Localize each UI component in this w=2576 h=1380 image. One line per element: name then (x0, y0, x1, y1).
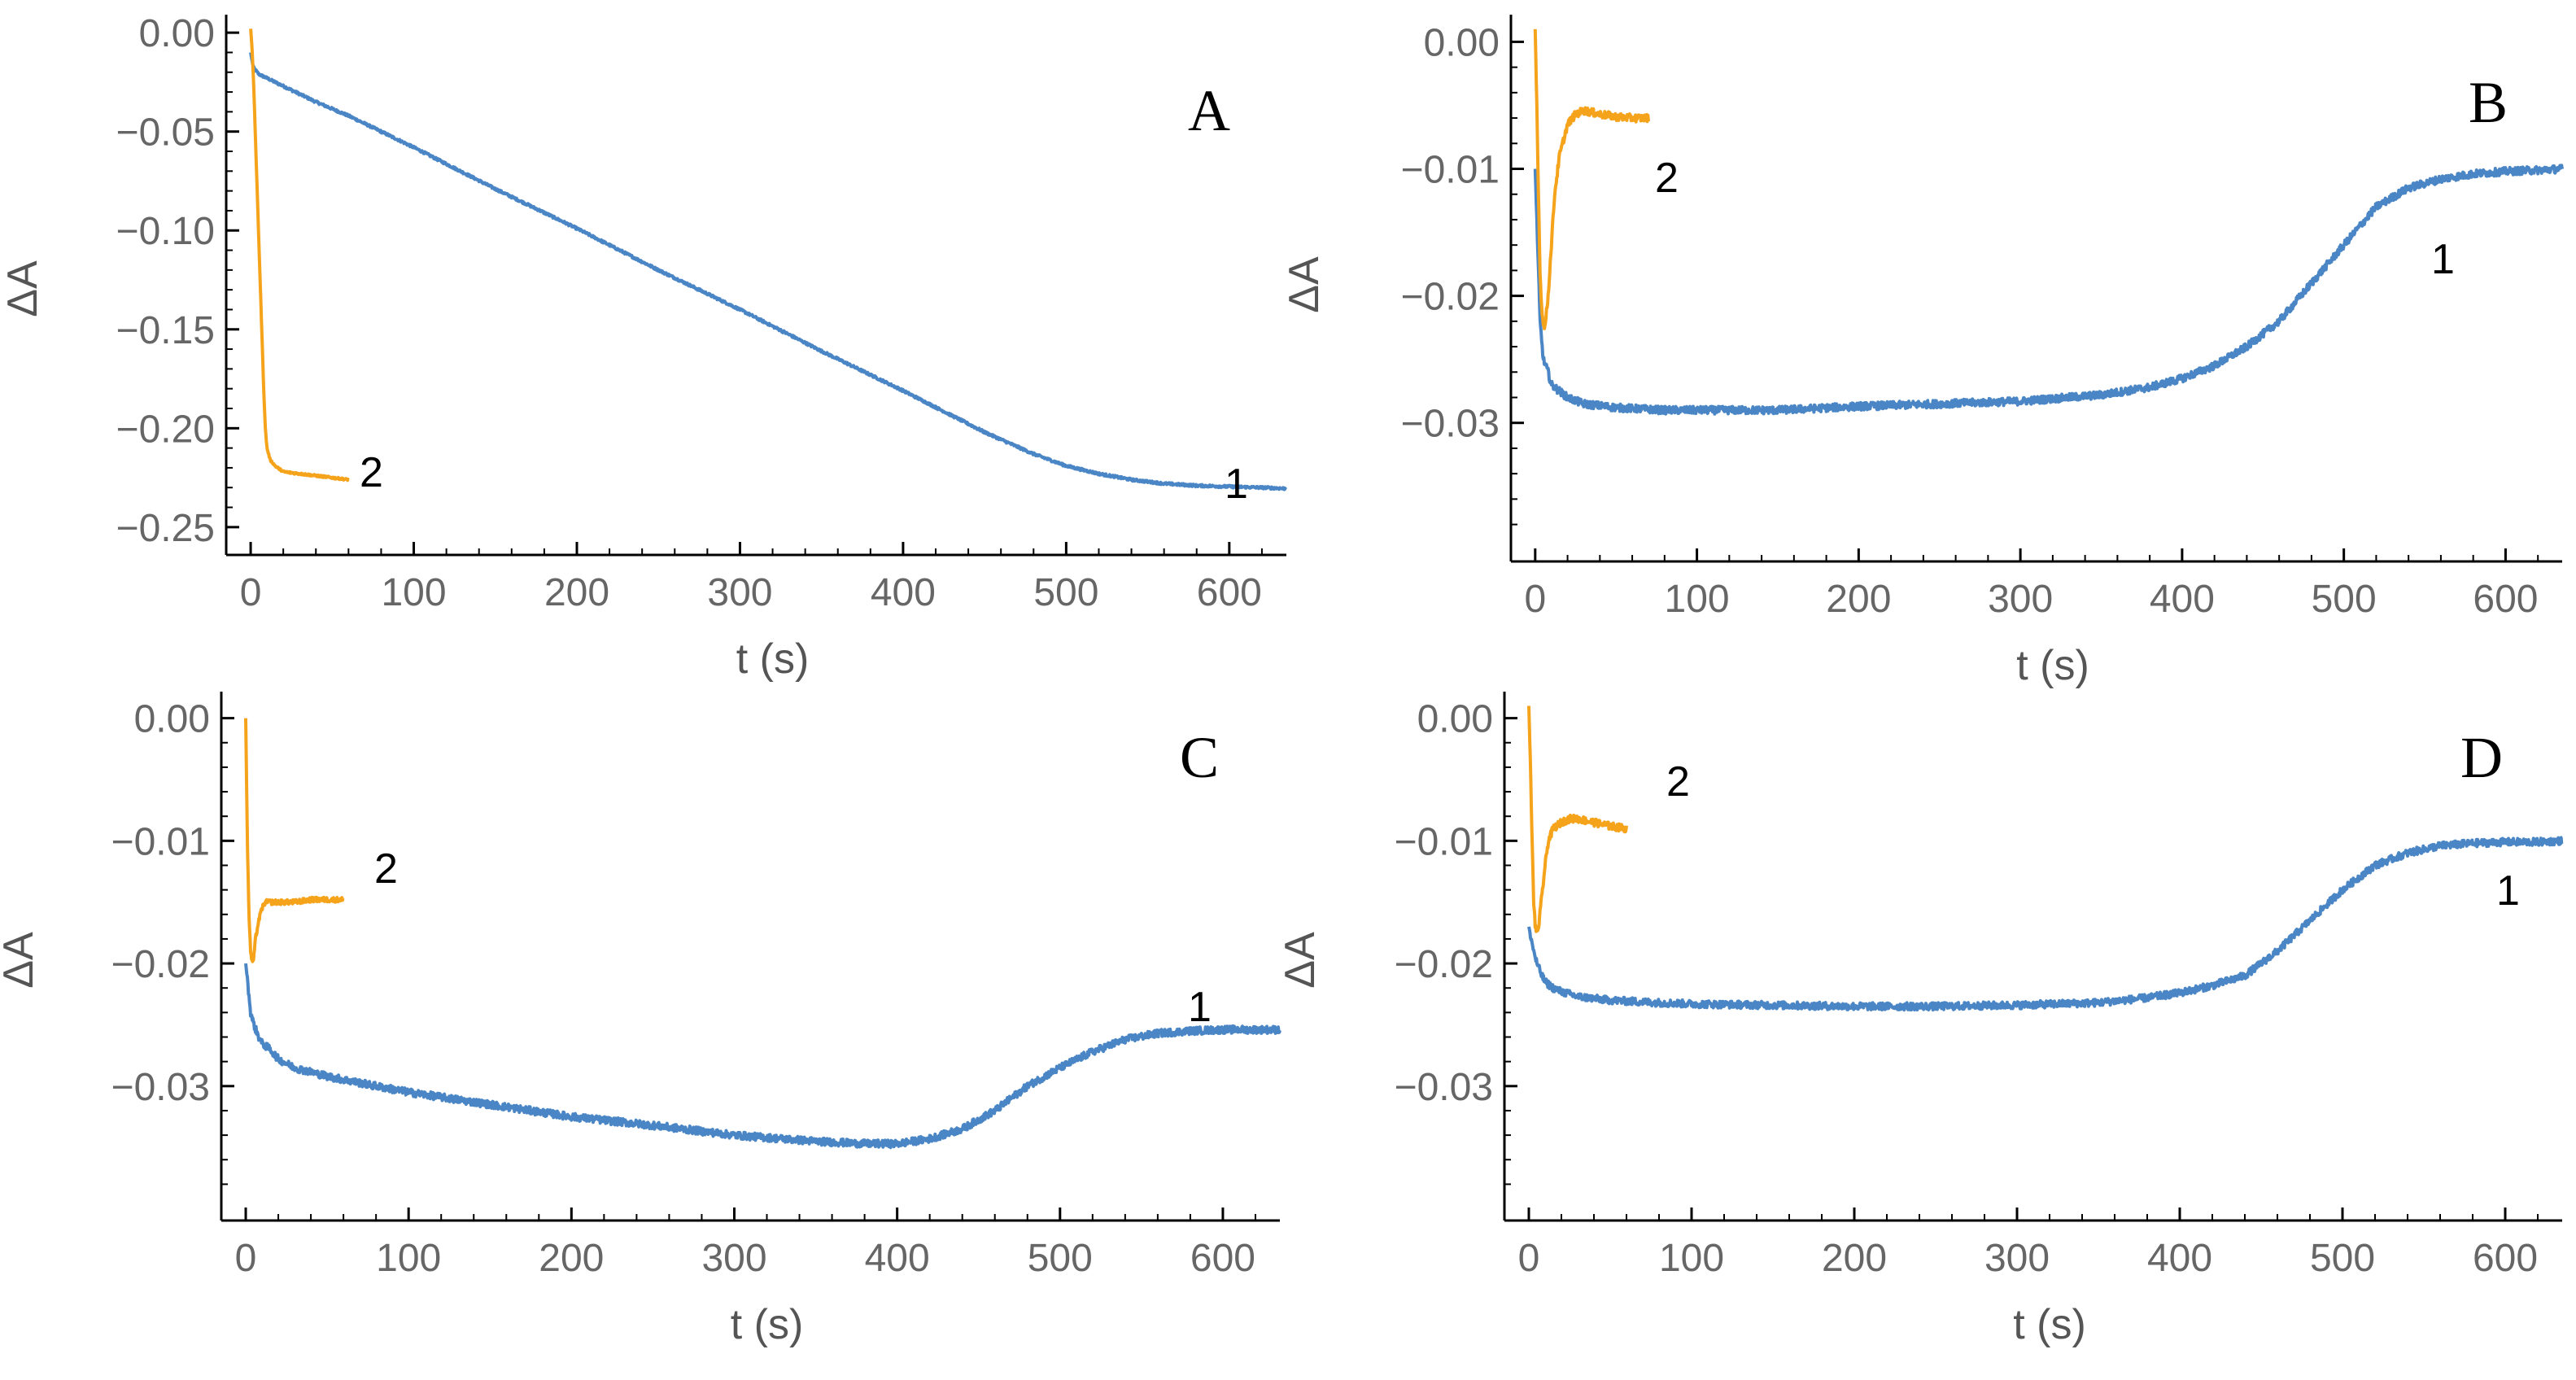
series-2-label: 2 (1666, 758, 1690, 806)
y-tick-label: −0.03 (1401, 403, 1500, 446)
x-tick-label: 200 (544, 571, 609, 614)
series-2-label: 2 (360, 449, 383, 496)
y-axis-title: ΔA (1281, 256, 1328, 313)
series-1-label: 1 (1188, 984, 1212, 1031)
x-tick-label: 100 (1665, 578, 1730, 621)
y-tick-label: −0.15 (116, 309, 215, 352)
x-tick-label: 100 (376, 1237, 441, 1280)
x-tick-label: 0 (240, 571, 262, 614)
y-tick-label: 0.00 (1417, 698, 1493, 741)
x-tick-label: 500 (2312, 578, 2377, 621)
y-tick-label: −0.10 (116, 210, 215, 253)
x-tick-label: 600 (2473, 578, 2538, 621)
x-tick-label: 600 (1197, 571, 1262, 614)
y-tick-label: −0.02 (1395, 943, 1493, 986)
y-axis-title: ΔA (1277, 932, 1324, 989)
series-2-line (244, 718, 345, 963)
series-1-line (244, 963, 1281, 1150)
y-tick-label: −0.02 (111, 943, 210, 986)
y-tick-label: −0.01 (1401, 149, 1500, 192)
x-tick-label: 300 (707, 571, 772, 614)
y-tick-label: −0.02 (1401, 276, 1500, 319)
x-tick-label: 300 (701, 1237, 766, 1280)
x-axis-title: t (s) (2016, 642, 2089, 689)
y-tick-label: −0.01 (111, 820, 210, 863)
series-2-label: 2 (1655, 155, 1679, 202)
x-tick-label: 500 (1033, 571, 1098, 614)
panel-letter: A (1188, 78, 1230, 143)
x-tick-label: 200 (1822, 1237, 1887, 1280)
x-tick-label: 100 (1659, 1237, 1724, 1280)
x-tick-label: 400 (2147, 1237, 2212, 1280)
y-axis-title: ΔA (0, 260, 46, 317)
x-tick-label: 0 (1524, 578, 1546, 621)
y-tick-label: −0.03 (1395, 1066, 1493, 1109)
x-tick-label: 600 (2473, 1237, 2538, 1280)
y-tick-label: −0.03 (111, 1066, 210, 1109)
y-tick-label: −0.20 (116, 408, 215, 451)
x-tick-label: 400 (871, 571, 936, 614)
x-tick-label: 100 (381, 571, 446, 614)
series-1-label: 1 (2496, 867, 2520, 915)
x-axis-title: t (s) (731, 1301, 804, 1348)
x-tick-label: 200 (1826, 578, 1891, 621)
y-tick-label: 0.00 (139, 12, 215, 55)
chart-panel-a: 0 100 200 300 400 500 600 0.00 −0.05 −0.10 −0.15 −0… (0, 12, 1288, 683)
y-tick-label: −0.01 (1395, 820, 1493, 863)
series-2-line (1533, 28, 1650, 330)
x-tick-label: 0 (1518, 1237, 1540, 1280)
x-tick-label: 400 (865, 1237, 930, 1280)
x-axis-title: t (s) (2013, 1301, 2086, 1348)
series-1-label: 1 (1225, 461, 1248, 508)
y-tick-label: −0.25 (116, 507, 215, 550)
chart-panel-b: 0 100 200 300 400 500 600 0.00 −0.01 −0.02 −0.03 t … (1281, 15, 2564, 689)
x-tick-label: 600 (1190, 1237, 1255, 1280)
series-1-line (249, 52, 1288, 491)
series-2-line (249, 28, 350, 483)
panel-letter: C (1180, 725, 1219, 790)
series-2-label: 2 (374, 845, 398, 893)
series-1-line (1533, 164, 2564, 416)
x-tick-label: 300 (1988, 578, 2053, 621)
x-tick-label: 200 (539, 1237, 604, 1280)
panel-letter: D (2460, 725, 2503, 790)
y-tick-label: −0.05 (116, 111, 215, 155)
x-tick-label: 500 (1028, 1237, 1093, 1280)
x-tick-label: 400 (2150, 578, 2215, 621)
x-axis-title: t (s) (736, 635, 810, 683)
x-tick-label: 500 (2310, 1237, 2375, 1280)
chart-panel-c: 0 100 200 300 400 500 600 0.00 −0.01 −0.02 −0.03 t … (0, 692, 1281, 1348)
x-tick-label: 300 (1984, 1237, 2050, 1280)
y-tick-label: 0.00 (134, 698, 210, 741)
y-axis-title: ΔA (0, 932, 42, 989)
x-tick-label: 0 (235, 1237, 257, 1280)
y-tick-label: 0.00 (1424, 21, 1500, 64)
series-2-line (1527, 705, 1628, 933)
chart-panel-d: 0 100 200 300 400 500 600 0.00 −0.01 −0.02 −0.03 t … (1277, 692, 2564, 1348)
series-1-line (1527, 836, 2564, 1012)
panel-letter: B (2469, 70, 2508, 135)
series-1-label: 1 (2431, 236, 2455, 283)
